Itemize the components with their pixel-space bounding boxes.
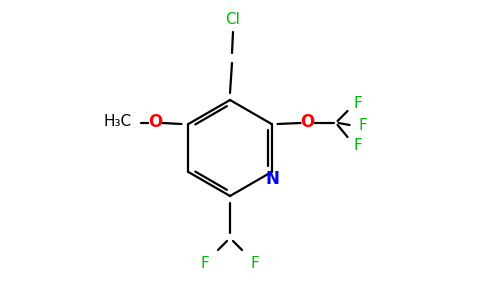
Text: H₃C: H₃C: [104, 115, 132, 130]
Text: O: O: [301, 113, 315, 131]
Text: F: F: [358, 118, 367, 133]
Text: F: F: [353, 139, 362, 154]
Text: F: F: [353, 95, 362, 110]
Text: F: F: [251, 256, 259, 272]
Text: O: O: [148, 113, 163, 131]
Text: N: N: [266, 170, 279, 188]
Text: F: F: [201, 256, 210, 272]
Text: Cl: Cl: [226, 11, 241, 26]
